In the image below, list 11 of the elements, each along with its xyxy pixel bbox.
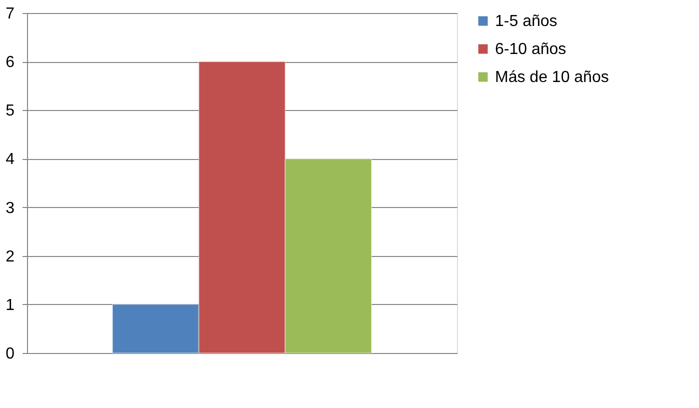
legend-label: 6-10 años: [495, 41, 566, 58]
y-tick-label: 4: [6, 151, 15, 168]
y-tick-label: 7: [6, 6, 15, 22]
y-tick-label: 5: [6, 102, 15, 120]
y-tick-label: 2: [6, 248, 15, 266]
y-tick-label: 3: [6, 200, 15, 217]
y-tick-label: 6: [6, 54, 15, 72]
legend-label: Más de 10 años: [495, 69, 609, 86]
y-tick-label: 0: [6, 346, 15, 362]
y-tick-label: 1: [6, 296, 15, 314]
legend-label: 1-5 años: [495, 13, 558, 30]
